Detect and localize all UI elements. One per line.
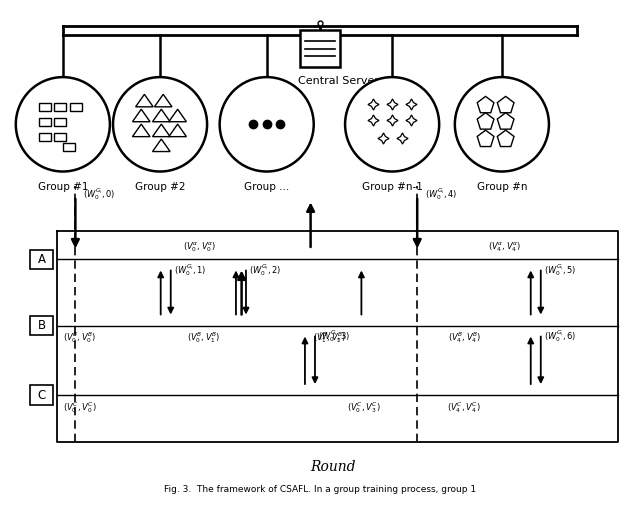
Text: $(V_0^{\alpha},V_0^{\alpha})$: $(V_0^{\alpha},V_0^{\alpha})$ — [182, 241, 216, 255]
Text: A: A — [38, 253, 45, 266]
Polygon shape — [132, 109, 150, 122]
Bar — [70, 103, 83, 111]
Bar — [54, 103, 66, 111]
Polygon shape — [497, 113, 514, 129]
Text: $(V_0^{C},V_3^{C})$: $(V_0^{C},V_3^{C})$ — [347, 400, 381, 415]
Bar — [63, 143, 75, 151]
Bar — [300, 30, 340, 67]
Text: $(W_0^{G_i},3)$: $(W_0^{G_i},3)$ — [318, 328, 351, 344]
Polygon shape — [154, 94, 172, 107]
Polygon shape — [497, 96, 514, 113]
Text: Fig. 3.  The framework of CSAFL. In a group training process, group 1: Fig. 3. The framework of CSAFL. In a gro… — [164, 485, 476, 494]
Ellipse shape — [220, 77, 314, 171]
Polygon shape — [152, 139, 170, 152]
Polygon shape — [477, 96, 494, 113]
Text: $(W_0^{G_i},1)$: $(W_0^{G_i},1)$ — [175, 262, 207, 278]
Polygon shape — [477, 130, 494, 147]
Text: $(W_0^{G_i},5)$: $(W_0^{G_i},5)$ — [544, 262, 577, 278]
Text: Round: Round — [310, 460, 355, 474]
Polygon shape — [477, 113, 494, 129]
Text: Group #1: Group #1 — [38, 183, 88, 193]
Text: $(V_4^{C},V_4^{C})$: $(V_4^{C},V_4^{C})$ — [447, 400, 481, 415]
Text: Group #2: Group #2 — [135, 183, 186, 193]
Polygon shape — [152, 109, 170, 122]
Text: $(W_0^{G_i},6)$: $(W_0^{G_i},6)$ — [544, 328, 577, 344]
Text: $(V_4^{B},V_4^{B})$: $(V_4^{B},V_4^{B})$ — [447, 331, 481, 345]
Polygon shape — [169, 109, 186, 122]
Text: B: B — [38, 319, 45, 332]
Text: $(W_0^{G_i},4)$: $(W_0^{G_i},4)$ — [425, 186, 457, 202]
Text: $(W_0^{G_i},2)$: $(W_0^{G_i},2)$ — [249, 262, 282, 278]
Bar — [29, 385, 54, 405]
Text: $(W_0^{G_i},0)$: $(W_0^{G_i},0)$ — [83, 186, 115, 202]
Bar — [54, 118, 66, 126]
Text: $(V_0^{B},V_1^{B})$: $(V_0^{B},V_1^{B})$ — [188, 331, 221, 345]
Text: Central Server: Central Server — [298, 76, 380, 86]
Ellipse shape — [455, 77, 549, 171]
Text: $(V_0^{C},V_0^{C})$: $(V_0^{C},V_0^{C})$ — [63, 400, 97, 415]
Polygon shape — [132, 124, 150, 137]
Text: Group ...: Group ... — [244, 183, 289, 193]
Text: $(V_0^{B},V_0^{B})$: $(V_0^{B},V_0^{B})$ — [63, 331, 97, 345]
Bar — [29, 315, 54, 336]
Text: Group #n: Group #n — [477, 183, 527, 193]
Bar — [39, 118, 51, 126]
Text: C: C — [37, 388, 45, 402]
Ellipse shape — [345, 77, 439, 171]
Ellipse shape — [16, 77, 110, 171]
Polygon shape — [152, 124, 170, 137]
Bar — [29, 249, 54, 269]
Ellipse shape — [113, 77, 207, 171]
Text: $(V_4^{\alpha},V_4^{\alpha})$: $(V_4^{\alpha},V_4^{\alpha})$ — [488, 241, 522, 255]
Text: $(V_1^{B},V_2^{B})$: $(V_1^{B},V_2^{B})$ — [313, 331, 346, 345]
Bar — [39, 103, 51, 111]
Polygon shape — [169, 124, 186, 137]
Polygon shape — [136, 94, 153, 107]
Bar — [39, 133, 51, 141]
Bar — [54, 133, 66, 141]
Polygon shape — [497, 130, 514, 147]
Text: Group #n-1: Group #n-1 — [362, 183, 422, 193]
